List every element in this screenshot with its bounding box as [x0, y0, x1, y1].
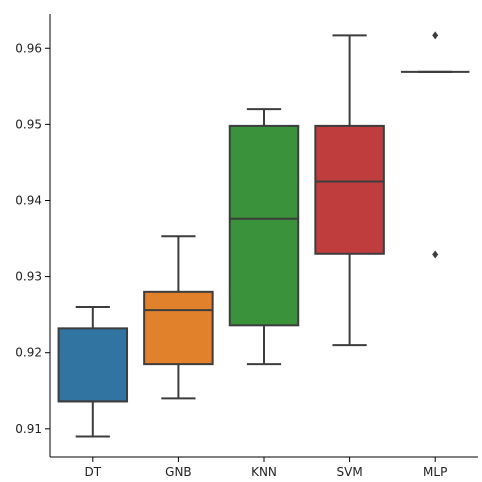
x-tick-label: DT — [85, 465, 102, 479]
x-tick-label: GNB — [165, 465, 192, 479]
box-gnb — [143, 235, 214, 400]
y-axis-ticks: 0.91 0.92 0.93 0.94 0.95 0.96 — [15, 41, 50, 436]
box-knn — [228, 108, 300, 366]
box-iqr — [314, 124, 385, 255]
box-dt — [57, 306, 129, 438]
x-tick-label: KNN — [251, 465, 277, 479]
x-tick-label: SVM — [337, 465, 363, 479]
box-iqr — [228, 124, 300, 327]
outlier-point — [432, 31, 439, 40]
y-tick-label: 0.92 — [15, 346, 42, 360]
box-mlp — [400, 31, 470, 259]
box-iqr — [143, 290, 214, 366]
boxes-group — [57, 31, 470, 438]
y-tick-label: 0.96 — [15, 41, 42, 55]
y-tick-label: 0.94 — [15, 193, 42, 207]
box-iqr — [57, 327, 129, 403]
x-axis-ticks: DT GNB KNN SVM MLP — [85, 457, 447, 479]
x-tick-label: MLP — [423, 465, 447, 479]
box-svm — [314, 34, 385, 347]
y-tick-label: 0.91 — [15, 422, 42, 436]
y-tick-label: 0.93 — [15, 270, 42, 284]
y-tick-label: 0.95 — [15, 117, 42, 131]
outlier-point — [432, 250, 439, 259]
